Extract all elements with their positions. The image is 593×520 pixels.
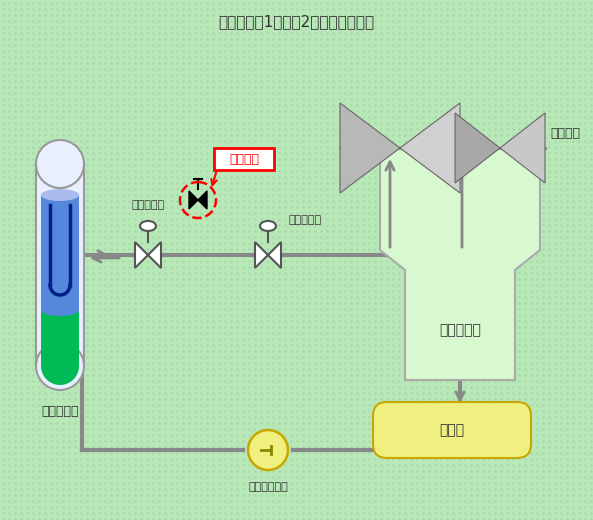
Polygon shape <box>198 191 207 209</box>
Polygon shape <box>189 191 198 209</box>
FancyBboxPatch shape <box>373 402 531 458</box>
Polygon shape <box>500 113 545 183</box>
Text: 蒸気発生器: 蒸気発生器 <box>42 405 79 418</box>
Polygon shape <box>148 242 161 268</box>
FancyBboxPatch shape <box>214 148 274 170</box>
Text: 主給水ポンプ: 主給水ポンプ <box>248 482 288 492</box>
Text: 脱気器: 脱気器 <box>439 423 464 437</box>
Ellipse shape <box>260 221 276 231</box>
Ellipse shape <box>41 347 79 385</box>
Polygon shape <box>135 242 148 268</box>
Text: 伊方発電所1号機　2次系系統概略図: 伊方発電所1号機 2次系系統概略図 <box>218 15 374 30</box>
FancyBboxPatch shape <box>36 164 84 366</box>
Text: タービン: タービン <box>550 126 580 139</box>
Ellipse shape <box>36 342 84 390</box>
FancyBboxPatch shape <box>41 310 79 366</box>
Circle shape <box>248 430 288 470</box>
Ellipse shape <box>41 304 79 316</box>
FancyBboxPatch shape <box>437 402 467 416</box>
Text: 当該箇所: 当該箇所 <box>229 152 259 165</box>
Polygon shape <box>255 242 268 268</box>
Polygon shape <box>400 103 460 193</box>
Text: 主蒸気止弁: 主蒸気止弁 <box>288 215 321 225</box>
Ellipse shape <box>140 221 156 231</box>
FancyBboxPatch shape <box>41 195 79 310</box>
Polygon shape <box>455 113 500 183</box>
Polygon shape <box>340 103 400 193</box>
Polygon shape <box>380 148 540 380</box>
Text: 主蒸隔離弁: 主蒸隔離弁 <box>132 200 165 210</box>
Ellipse shape <box>36 140 84 188</box>
Polygon shape <box>268 242 281 268</box>
Text: 復　水　器: 復 水 器 <box>439 323 481 337</box>
Ellipse shape <box>41 189 79 201</box>
Ellipse shape <box>41 304 79 316</box>
